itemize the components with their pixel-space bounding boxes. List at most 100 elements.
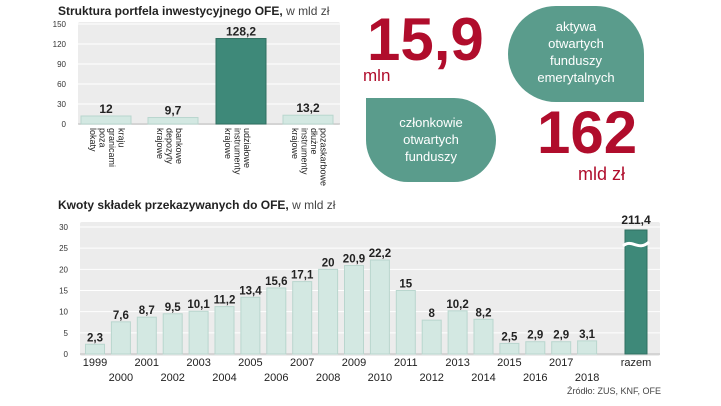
portfolio-y-tick: 150 bbox=[53, 20, 67, 29]
portfolio-category-label: krajowe bbox=[290, 128, 300, 159]
contributions-year-label: 2015 bbox=[497, 357, 521, 369]
assets-desc-line-4: emerytalnych bbox=[537, 70, 615, 85]
portfolio-category-label: granicami bbox=[107, 128, 117, 167]
contributions-year-label: 2001 bbox=[135, 357, 159, 369]
portfolio-category-label: poza bbox=[98, 128, 108, 148]
portfolio-category-label: bankowe bbox=[174, 128, 184, 164]
portfolio-title-text: Struktura portfela inwestycyjnego OFE, bbox=[58, 4, 283, 18]
contributions-bar bbox=[240, 296, 261, 355]
total-bar-category-label: razem bbox=[621, 357, 652, 369]
portfolio-category-label: krajowe bbox=[223, 128, 233, 159]
portfolio-category-label: udziałowe bbox=[242, 128, 252, 168]
portfolio-y-tick: 30 bbox=[57, 100, 66, 109]
contributions-y-tick: 25 bbox=[59, 244, 68, 253]
portfolio-bar bbox=[282, 114, 334, 125]
portfolio-y-tick: 90 bbox=[57, 60, 66, 69]
portfolio-bar-value-label: 12 bbox=[99, 102, 113, 116]
portfolio-y-tick: 60 bbox=[57, 80, 66, 89]
portfolio-category-label: pozaskarbowe bbox=[319, 128, 329, 186]
contributions-chart-title: Kwoty składek przekazywanych do OFE, w m… bbox=[58, 198, 335, 212]
members-description-blob: członkowie otwartych funduszy bbox=[366, 98, 496, 182]
contributions-year-label: 2007 bbox=[290, 357, 314, 369]
portfolio-chart-panel bbox=[78, 22, 340, 125]
contributions-bar-value-label: 8 bbox=[428, 308, 435, 320]
contributions-year-label: 2008 bbox=[316, 372, 340, 384]
contributions-year-label: 2002 bbox=[160, 372, 184, 384]
portfolio-category-label: lokaty bbox=[88, 128, 98, 152]
contributions-year-label: 2004 bbox=[212, 372, 236, 384]
contributions-year-label: 2013 bbox=[445, 357, 469, 369]
portfolio-category-label: kraju bbox=[117, 128, 127, 148]
contributions-year-label: 2010 bbox=[368, 372, 392, 384]
contributions-bar bbox=[162, 313, 183, 355]
contributions-bar bbox=[499, 342, 520, 355]
contributions-title-text: Kwoty składek przekazywanych do OFE, bbox=[58, 198, 289, 212]
contributions-year-label: 2012 bbox=[419, 372, 443, 384]
total-bar bbox=[624, 229, 648, 355]
contributions-y-tick: 10 bbox=[59, 308, 68, 317]
contributions-bar bbox=[473, 318, 494, 355]
portfolio-title-unit: w mld zł bbox=[286, 4, 330, 18]
contributions-bar-value-label: 2,3 bbox=[87, 332, 103, 344]
members-desc-line-1: członkowie bbox=[399, 115, 463, 130]
members-value: 15,9 bbox=[367, 6, 484, 73]
portfolio-category-label: krajowe bbox=[155, 128, 165, 159]
contributions-bar-value-label: 13,4 bbox=[239, 285, 262, 297]
contributions-bar bbox=[369, 259, 390, 355]
assets-unit: mld zł bbox=[578, 164, 626, 184]
assets-desc-line-1: aktywa bbox=[555, 19, 597, 34]
portfolio-bar bbox=[215, 38, 267, 125]
contributions-bar-value-label: 15,6 bbox=[265, 276, 287, 288]
portfolio-bar-value-label: 9,7 bbox=[165, 104, 182, 118]
members-desc-line-3: funduszy bbox=[404, 149, 458, 164]
contributions-bar-value-label: 3,1 bbox=[579, 329, 596, 341]
contributions-bar-value-label: 10,2 bbox=[446, 299, 468, 311]
assets-desc-line-3: funduszy bbox=[549, 53, 603, 68]
contributions-bar bbox=[395, 290, 416, 355]
assets-value: 162 bbox=[537, 99, 638, 166]
contributions-bar bbox=[344, 265, 364, 355]
contributions-y-tick: 0 bbox=[64, 350, 69, 359]
portfolio-y-tick: 0 bbox=[62, 120, 67, 129]
members-desc-line-2: otwartych bbox=[403, 132, 459, 147]
total-bar-value-label: 211,4 bbox=[621, 213, 651, 227]
contributions-year-label: 2005 bbox=[238, 357, 262, 369]
contributions-bar-value-label: 7,6 bbox=[113, 310, 129, 322]
contributions-year-label: 2011 bbox=[394, 357, 418, 369]
contributions-year-label: 2018 bbox=[575, 372, 599, 384]
contributions-bar-value-label: 15 bbox=[399, 279, 412, 291]
contributions-bar-value-label: 20,9 bbox=[343, 254, 365, 266]
contributions-bar-value-label: 2,5 bbox=[501, 331, 518, 343]
portfolio-category-label: instrumenty bbox=[233, 128, 243, 175]
contributions-bar-value-label: 17,1 bbox=[291, 270, 314, 282]
contributions-bar bbox=[292, 281, 313, 355]
contributions-year-label: 2003 bbox=[186, 357, 210, 369]
portfolio-y-tick: 120 bbox=[53, 40, 67, 49]
portfolio-bar bbox=[147, 117, 199, 125]
contributions-bar-value-label: 11,2 bbox=[214, 295, 236, 307]
contributions-bar-value-label: 10,1 bbox=[187, 299, 210, 311]
contributions-year-label: 2000 bbox=[109, 372, 133, 384]
portfolio-bar-value-label: 128,2 bbox=[226, 25, 256, 39]
contributions-bar bbox=[136, 316, 157, 355]
contributions-y-tick: 30 bbox=[59, 223, 68, 232]
contributions-bar-value-label: 20 bbox=[322, 257, 335, 269]
contributions-bar-value-label: 8,7 bbox=[139, 305, 155, 317]
contributions-year-label: 2014 bbox=[471, 372, 495, 384]
contributions-bar-value-label: 22,2 bbox=[369, 248, 391, 260]
portfolio-bar bbox=[80, 115, 132, 125]
contributions-bar bbox=[214, 306, 235, 355]
contributions-bar bbox=[577, 340, 598, 355]
contributions-bar bbox=[447, 310, 468, 355]
contributions-bar bbox=[110, 321, 131, 355]
portfolio-category-label: instrumenty bbox=[300, 128, 310, 175]
contributions-bar-value-label: 2,9 bbox=[553, 330, 569, 342]
contributions-bar bbox=[421, 319, 442, 355]
contributions-y-tick: 5 bbox=[64, 329, 69, 338]
contributions-bar bbox=[85, 343, 105, 355]
contributions-year-label: 2009 bbox=[342, 357, 366, 369]
assets-description-blob: aktywa otwartych funduszy emerytalnych bbox=[508, 6, 644, 102]
contributions-bar-value-label: 8,2 bbox=[476, 307, 492, 319]
contributions-bar bbox=[188, 310, 209, 355]
members-unit: mln bbox=[363, 66, 391, 85]
